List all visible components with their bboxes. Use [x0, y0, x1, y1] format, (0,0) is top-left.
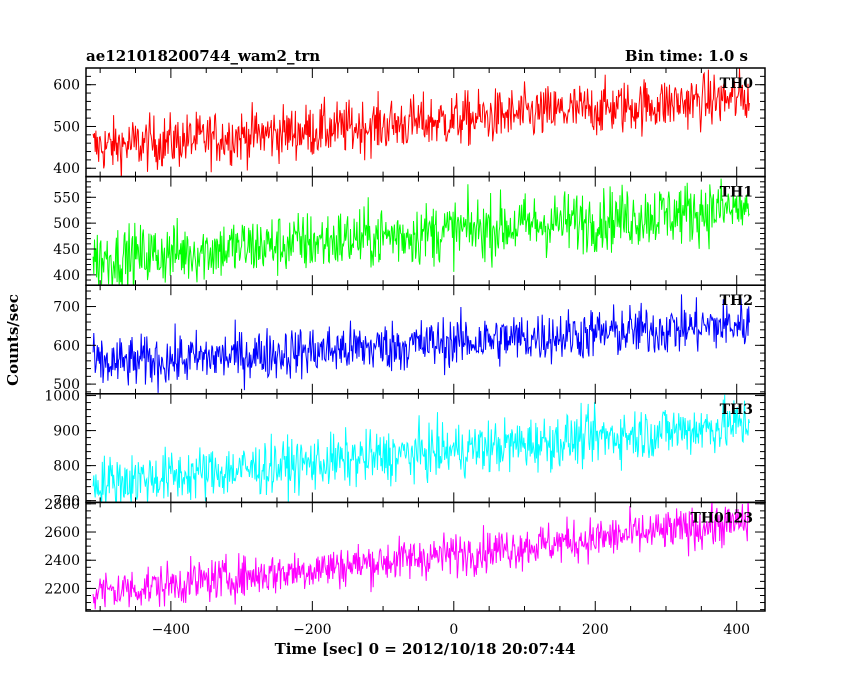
y-tick-label-th0123: 2400: [44, 553, 80, 569]
y-tick-label-th0: 400: [53, 161, 80, 177]
chart-title-left: ae121018200744_wam2_trn: [86, 47, 320, 65]
y-tick-label-th3: 900: [53, 424, 80, 440]
x-tick-label: 200: [582, 622, 609, 638]
y-tick-label-th3: 700: [53, 494, 80, 510]
panel-label-th3: TH3: [720, 402, 753, 418]
panel-frame-th0123: [85, 501, 766, 612]
y-tick-label-th2: 700: [53, 300, 80, 316]
panel-label-th1: TH1: [720, 185, 753, 201]
y-tick-label-th0123: 2800: [44, 497, 80, 513]
chart-title-right: Bin time: 1.0 s: [625, 47, 748, 65]
y-tick-label-th3: 800: [53, 459, 80, 475]
series-line-th0: [92, 68, 750, 177]
y-tick-label-th0: 600: [53, 78, 80, 94]
panel-label-th0123: TH0123: [690, 510, 753, 526]
y-tick-label-th0123: 2200: [44, 581, 80, 597]
x-tick-label: −200: [293, 622, 331, 638]
x-tick-label: 400: [723, 622, 750, 638]
y-tick-label-th3: 1000: [44, 389, 80, 405]
y-tick-label-th0: 500: [53, 119, 80, 135]
y-tick-label-th2: 500: [53, 377, 80, 393]
panels-group: 400 500 600 TH0 400 450 500 550 TH1 500 600 700 TH2 7…: [44, 67, 766, 638]
panel-label-th0: TH0: [720, 76, 754, 92]
x-tick-label: −400: [152, 622, 190, 638]
series-line-th3: [92, 394, 750, 503]
x-axis-label: Time [sec] 0 = 2012/10/18 20:07:44: [275, 640, 576, 658]
y-tick-label-th1: 550: [53, 190, 80, 206]
y-tick-label-th2: 600: [53, 338, 80, 354]
x-tick-label: 0: [449, 622, 458, 638]
series-line-th0123: [92, 502, 750, 610]
panel-label-th2: TH2: [720, 293, 753, 309]
series-line-th2: [92, 294, 750, 393]
y-tick-label-th1: 450: [53, 242, 80, 258]
series-line-th1: [92, 178, 750, 286]
y-axis-label: Counts/sec: [4, 294, 22, 386]
y-tick-label-th1: 500: [53, 216, 80, 232]
y-tick-label-th1: 400: [53, 268, 80, 284]
y-tick-label-th0123: 2600: [44, 525, 80, 541]
